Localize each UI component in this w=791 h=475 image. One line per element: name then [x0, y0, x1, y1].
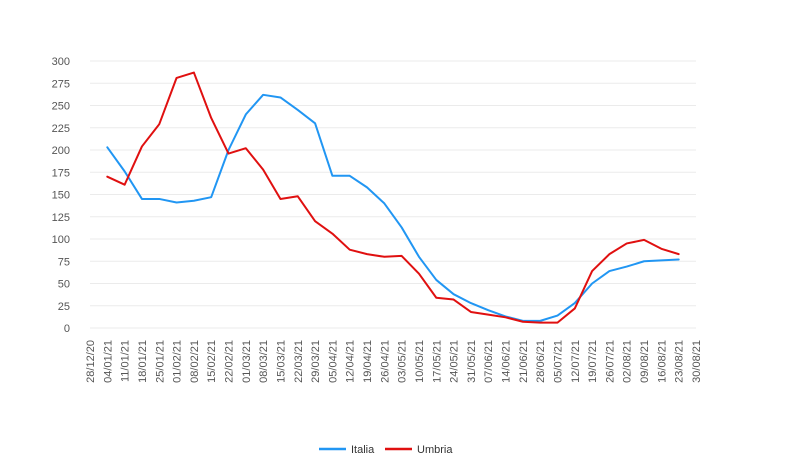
x-tick-label: 14/06/21 [501, 340, 513, 383]
x-tick-label: 22/02/21 [224, 340, 236, 383]
series-lines [106, 71, 680, 324]
x-tick-label: 31/05/21 [466, 340, 478, 383]
y-tick-label: 275 [52, 78, 70, 90]
x-tick-label: 08/03/21 [258, 340, 270, 383]
legend-label-italia: Italia [351, 444, 375, 456]
legend: Italia Umbria [319, 444, 453, 456]
x-tick-label: 09/08/21 [639, 340, 651, 383]
x-tick-label: 25/01/21 [154, 340, 166, 383]
x-tick-label: 23/08/21 [674, 340, 686, 383]
x-tick-label: 24/05/21 [449, 340, 461, 383]
series-line-umbria [106, 71, 680, 324]
y-tick-label: 150 [52, 190, 70, 202]
y-tick-label: 50 [58, 279, 70, 291]
x-tick-label: 05/04/21 [327, 340, 339, 383]
x-tick-label: 21/06/21 [518, 340, 530, 383]
x-tick-label: 19/04/21 [362, 340, 374, 383]
y-tick-label: 175 [52, 167, 70, 179]
y-tick-label: 0 [64, 323, 70, 335]
x-tick-label: 26/04/21 [379, 340, 391, 383]
x-tick-label: 05/07/21 [552, 340, 564, 383]
series-line-italia [106, 93, 680, 322]
y-tick-label: 125 [52, 212, 70, 224]
x-tick-label: 08/02/21 [189, 340, 201, 383]
y-tick-label: 75 [58, 256, 70, 268]
x-tick-label: 03/05/21 [397, 340, 409, 383]
legend-label-umbria: Umbria [417, 444, 453, 456]
x-tick-label: 16/08/21 [656, 340, 668, 383]
x-tick-label: 26/07/21 [604, 340, 616, 383]
x-axis-tick-labels: 28/12/20 04/01/21 11/01/21 18/01/21 25/01/21… [85, 340, 703, 383]
y-tick-label: 200 [52, 145, 70, 157]
x-tick-label: 28/12/20 [85, 340, 97, 383]
x-tick-label: 04/01/21 [102, 340, 114, 383]
y-tick-label: 300 [52, 56, 70, 68]
y-tick-label: 225 [52, 123, 70, 135]
x-tick-label: 01/02/21 [172, 340, 184, 383]
y-tick-label: 25 [58, 301, 70, 313]
y-tick-label: 250 [52, 101, 70, 113]
x-tick-label: 29/03/21 [310, 340, 322, 383]
x-tick-label: 10/05/21 [414, 340, 426, 383]
grid-lines [90, 60, 696, 329]
x-tick-label: 12/04/21 [345, 340, 357, 383]
x-tick-label: 30/08/21 [691, 340, 703, 383]
x-tick-label: 01/03/21 [241, 340, 253, 383]
x-tick-label: 15/02/21 [206, 340, 218, 383]
x-tick-label: 15/03/21 [275, 340, 287, 383]
x-tick-label: 17/05/21 [431, 340, 443, 383]
x-tick-label: 28/06/21 [535, 340, 547, 383]
y-tick-label: 100 [52, 234, 70, 246]
y-axis-tick-labels: 0 25 50 75 100 125 150 175 200 225 250 275 300 [52, 56, 70, 335]
x-tick-label: 11/01/21 [120, 340, 132, 382]
x-tick-label: 22/03/21 [293, 340, 305, 383]
x-tick-label: 02/08/21 [622, 340, 634, 383]
x-tick-label: 18/01/21 [137, 340, 149, 383]
x-tick-label: 19/07/21 [587, 340, 599, 383]
x-tick-label: 07/06/21 [483, 340, 495, 383]
x-tick-label: 12/07/21 [570, 340, 582, 383]
